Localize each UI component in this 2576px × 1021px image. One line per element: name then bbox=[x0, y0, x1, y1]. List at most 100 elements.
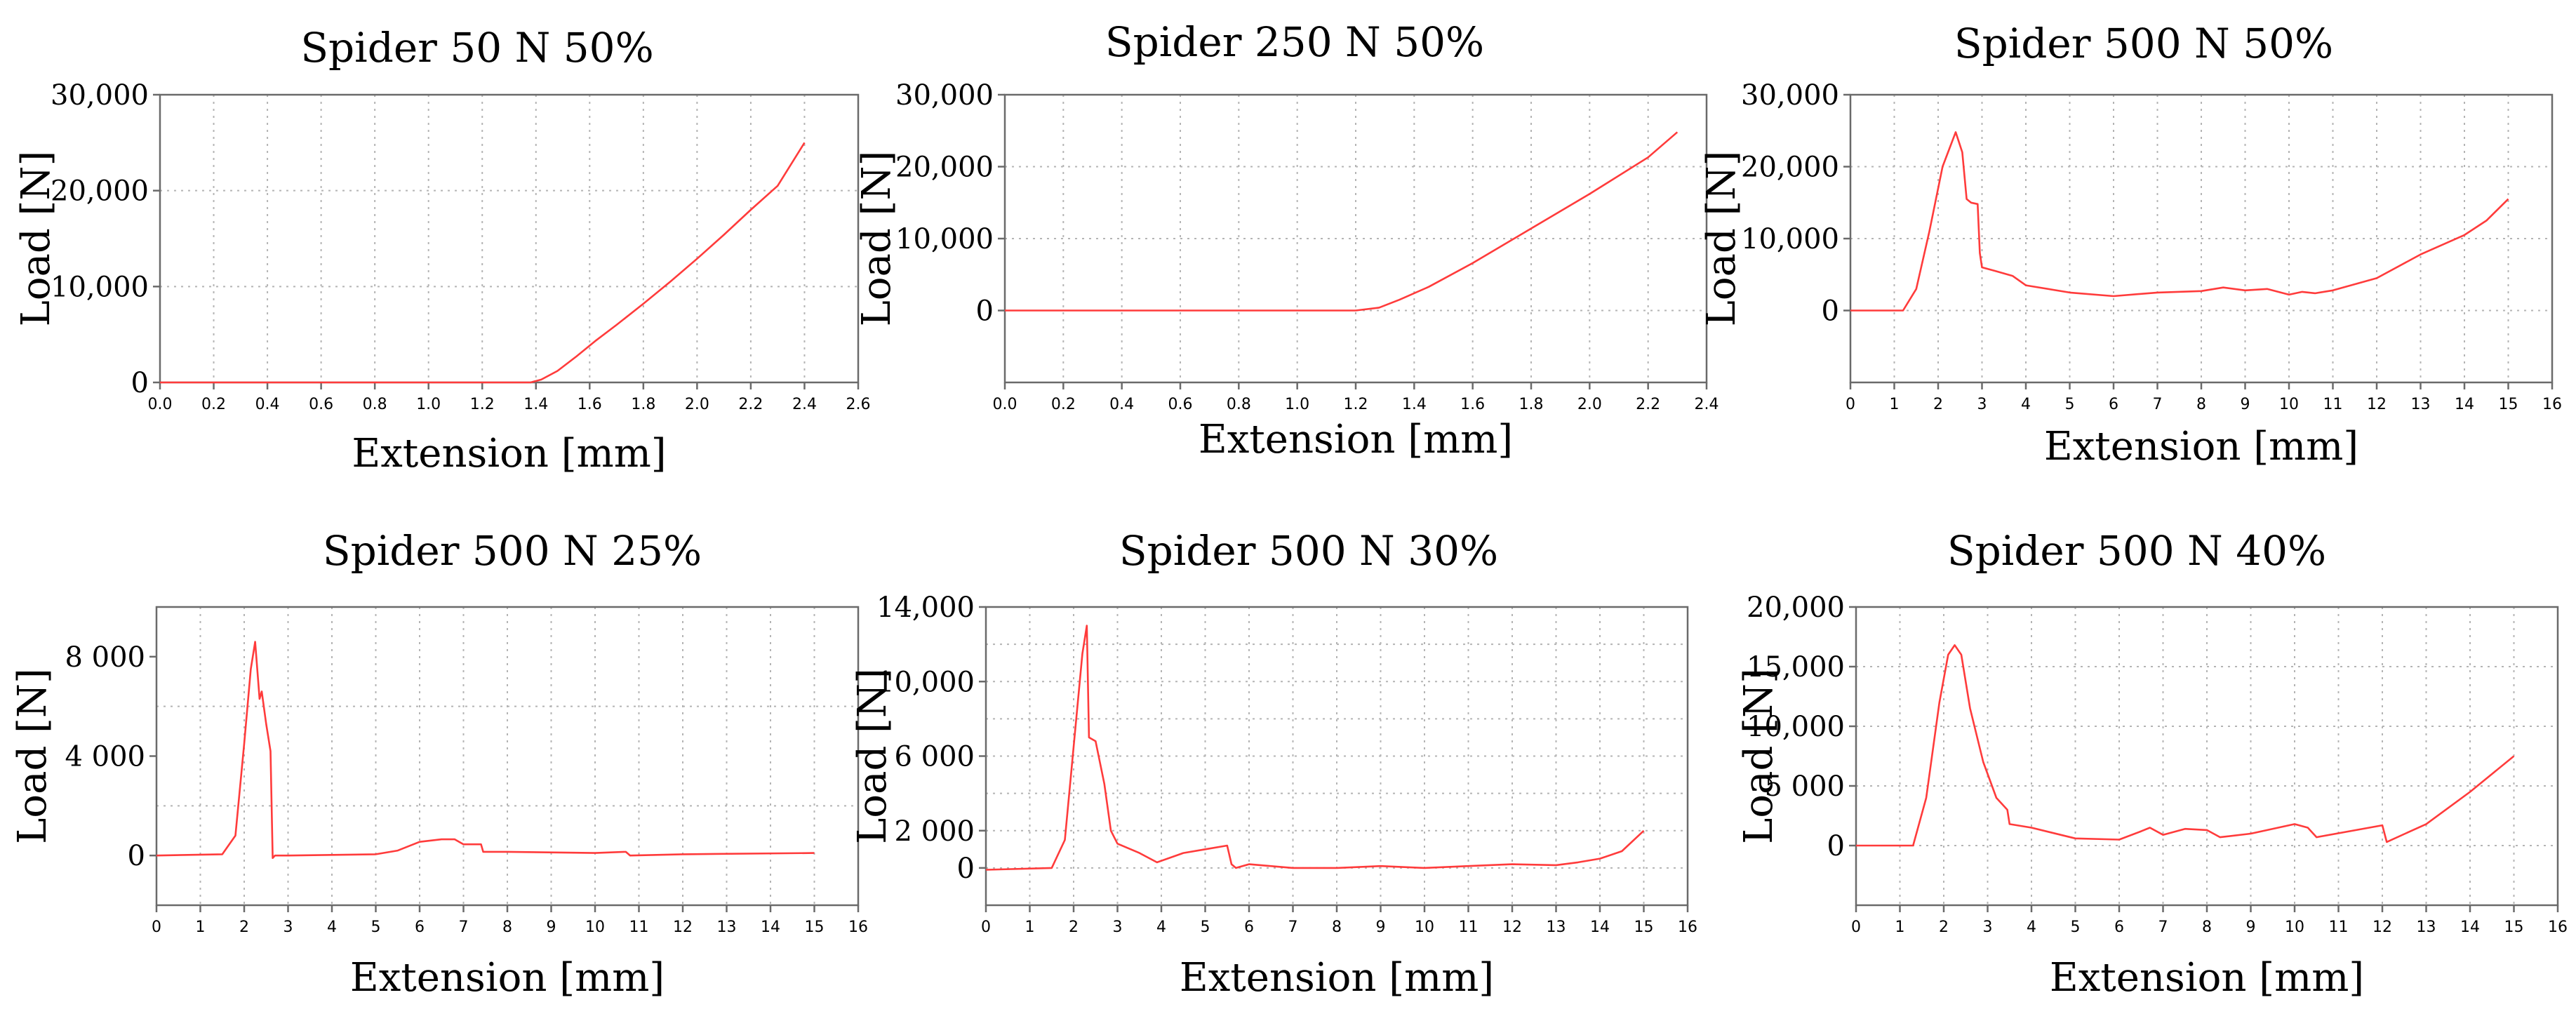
x-tick-label: 0.0 bbox=[148, 396, 173, 413]
x-tick-label: 6 bbox=[1244, 919, 1254, 936]
chart-title: Spider 500 N 50% bbox=[1954, 20, 2333, 67]
x-tick-label: 1 bbox=[1890, 396, 1900, 413]
x-tick-label: 10 bbox=[585, 919, 605, 936]
x-tick-label: 0.8 bbox=[363, 396, 387, 413]
x-tick-label: 1.6 bbox=[578, 396, 602, 413]
x-tick-label: 1 bbox=[1025, 919, 1035, 936]
x-tick-label: 8 bbox=[2202, 919, 2212, 936]
x-tick-label: 9 bbox=[2241, 396, 2250, 413]
x-tick-label: 5 bbox=[371, 919, 381, 936]
y-axis-label: Load [N] bbox=[854, 151, 900, 327]
x-tick-label: 7 bbox=[2158, 919, 2168, 936]
x-tick-label: 16 bbox=[2548, 919, 2568, 936]
x-tick-label: 14 bbox=[2455, 396, 2474, 413]
x-tick-label: 12 bbox=[1502, 919, 1522, 936]
chart-title: Spider 500 N 25% bbox=[323, 527, 702, 575]
x-tick-label: 14 bbox=[1590, 919, 1610, 936]
x-tick-label: 0 bbox=[981, 919, 991, 936]
x-tick-label: 2 bbox=[239, 919, 249, 936]
y-tick-label: 0 bbox=[957, 853, 975, 885]
x-tick-label: 1.4 bbox=[1402, 396, 1427, 413]
x-tick-label: 2.4 bbox=[792, 396, 817, 413]
series-line bbox=[1005, 131, 1679, 312]
x-tick-label: 1.4 bbox=[523, 396, 548, 413]
x-tick-label: 9 bbox=[547, 919, 556, 936]
y-tick-label: 30,000 bbox=[51, 79, 149, 112]
chart-panel-2: 0.0 0.2 0.4 0.6 0.8 1.0 1.2 1.4 1.6 1.8 2.0 2.2 2.4 0… bbox=[854, 18, 1719, 462]
x-tick-label: 2.0 bbox=[1577, 396, 1602, 413]
y-axis-label: Load [N] bbox=[13, 151, 59, 327]
x-tick-label: 6 bbox=[2109, 396, 2118, 413]
y-tick-label: 0 bbox=[131, 367, 149, 399]
x-axis-label: Extension [mm] bbox=[1180, 955, 1494, 1001]
x-tick-label: 1.8 bbox=[631, 396, 655, 413]
series-line bbox=[1850, 131, 2509, 312]
x-tick-label: 15 bbox=[2504, 919, 2524, 936]
chart-panel-1: 0.0 0.2 0.4 0.6 0.8 1.0 1.2 1.4 1.6 1.8 2.0 2.2 2.4 2… bbox=[13, 24, 871, 476]
series-line bbox=[156, 641, 815, 859]
x-tick-label: 1 bbox=[196, 919, 206, 936]
x-tick-label: 16 bbox=[1678, 919, 1697, 936]
x-tick-label: 15 bbox=[2499, 396, 2518, 413]
x-tick-label: 1 bbox=[1895, 919, 1905, 936]
x-tick-label: 1.0 bbox=[1285, 396, 1309, 413]
x-tick-label: 13 bbox=[1547, 919, 1566, 936]
y-tick-label: 6 000 bbox=[894, 741, 975, 773]
x-tick-label: 2 bbox=[1933, 396, 1943, 413]
y-tick-label: 4 000 bbox=[65, 741, 145, 773]
series-line bbox=[985, 625, 1645, 871]
y-tick-label: 0 bbox=[976, 295, 994, 328]
y-axis-label: Load [N] bbox=[10, 668, 55, 844]
x-tick-label: 8 bbox=[1332, 919, 1342, 936]
x-tick-label: 12 bbox=[673, 919, 693, 936]
y-tick-label: 5 000 bbox=[1764, 770, 1845, 803]
x-tick-label: 3 bbox=[1113, 919, 1123, 936]
y-tick-label: 0 bbox=[1822, 295, 1839, 328]
x-tick-label: 3 bbox=[1977, 396, 1987, 413]
x-tick-label: 12 bbox=[2367, 396, 2387, 413]
y-tick-label: 20,000 bbox=[51, 175, 149, 208]
series-line bbox=[160, 142, 806, 384]
x-tick-label: 0.8 bbox=[1227, 396, 1251, 413]
x-tick-label: 7 bbox=[2153, 396, 2163, 413]
x-axis-label: Extension [mm] bbox=[2050, 955, 2364, 1001]
y-tick-label: 20,000 bbox=[1741, 152, 1839, 184]
x-tick-label: 3 bbox=[1983, 919, 1993, 936]
x-tick-label: 9 bbox=[1376, 919, 1386, 936]
x-tick-label: 4 bbox=[327, 919, 337, 936]
x-tick-label: 5 bbox=[2071, 919, 2081, 936]
y-tick-label: 14,000 bbox=[876, 592, 975, 624]
chart-title: Spider 50 N 50% bbox=[300, 24, 653, 72]
x-tick-label: 15 bbox=[805, 919, 825, 936]
y-tick-label: 10,000 bbox=[51, 271, 149, 303]
x-tick-label: 4 bbox=[2021, 396, 2031, 413]
x-tick-label: 13 bbox=[2411, 396, 2431, 413]
x-tick-label: 0.2 bbox=[1051, 396, 1076, 413]
x-tick-label: 0 bbox=[152, 919, 161, 936]
x-tick-label: 3 bbox=[283, 919, 293, 936]
y-tick-label: 8 000 bbox=[65, 641, 145, 674]
x-tick-label: 0.0 bbox=[993, 396, 1017, 413]
x-tick-label: 2.0 bbox=[685, 396, 709, 413]
x-tick-label: 12 bbox=[2373, 919, 2392, 936]
x-tick-label: 0.4 bbox=[1109, 396, 1134, 413]
x-tick-label: 14 bbox=[2460, 919, 2480, 936]
x-tick-label: 0 bbox=[1851, 919, 1861, 936]
chart-title: Spider 500 N 40% bbox=[1947, 527, 2326, 575]
x-tick-label: 1.6 bbox=[1460, 396, 1485, 413]
y-tick-label: 30,000 bbox=[895, 79, 994, 112]
y-tick-label: 10,000 bbox=[876, 666, 975, 698]
y-tick-label: 0 bbox=[1827, 830, 1845, 862]
x-tick-label: 2.2 bbox=[738, 396, 763, 413]
x-tick-label: 16 bbox=[848, 919, 868, 936]
y-axis-label: Load [N] bbox=[1736, 668, 1782, 844]
x-tick-label: 11 bbox=[629, 919, 649, 936]
y-tick-label: 0 bbox=[128, 840, 145, 872]
x-tick-label: 7 bbox=[459, 919, 469, 936]
x-tick-label: 0.6 bbox=[309, 396, 333, 413]
x-tick-label: 9 bbox=[2246, 919, 2256, 936]
x-axis-label: Extension [mm] bbox=[2044, 424, 2358, 469]
x-tick-label: 10 bbox=[2285, 919, 2304, 936]
